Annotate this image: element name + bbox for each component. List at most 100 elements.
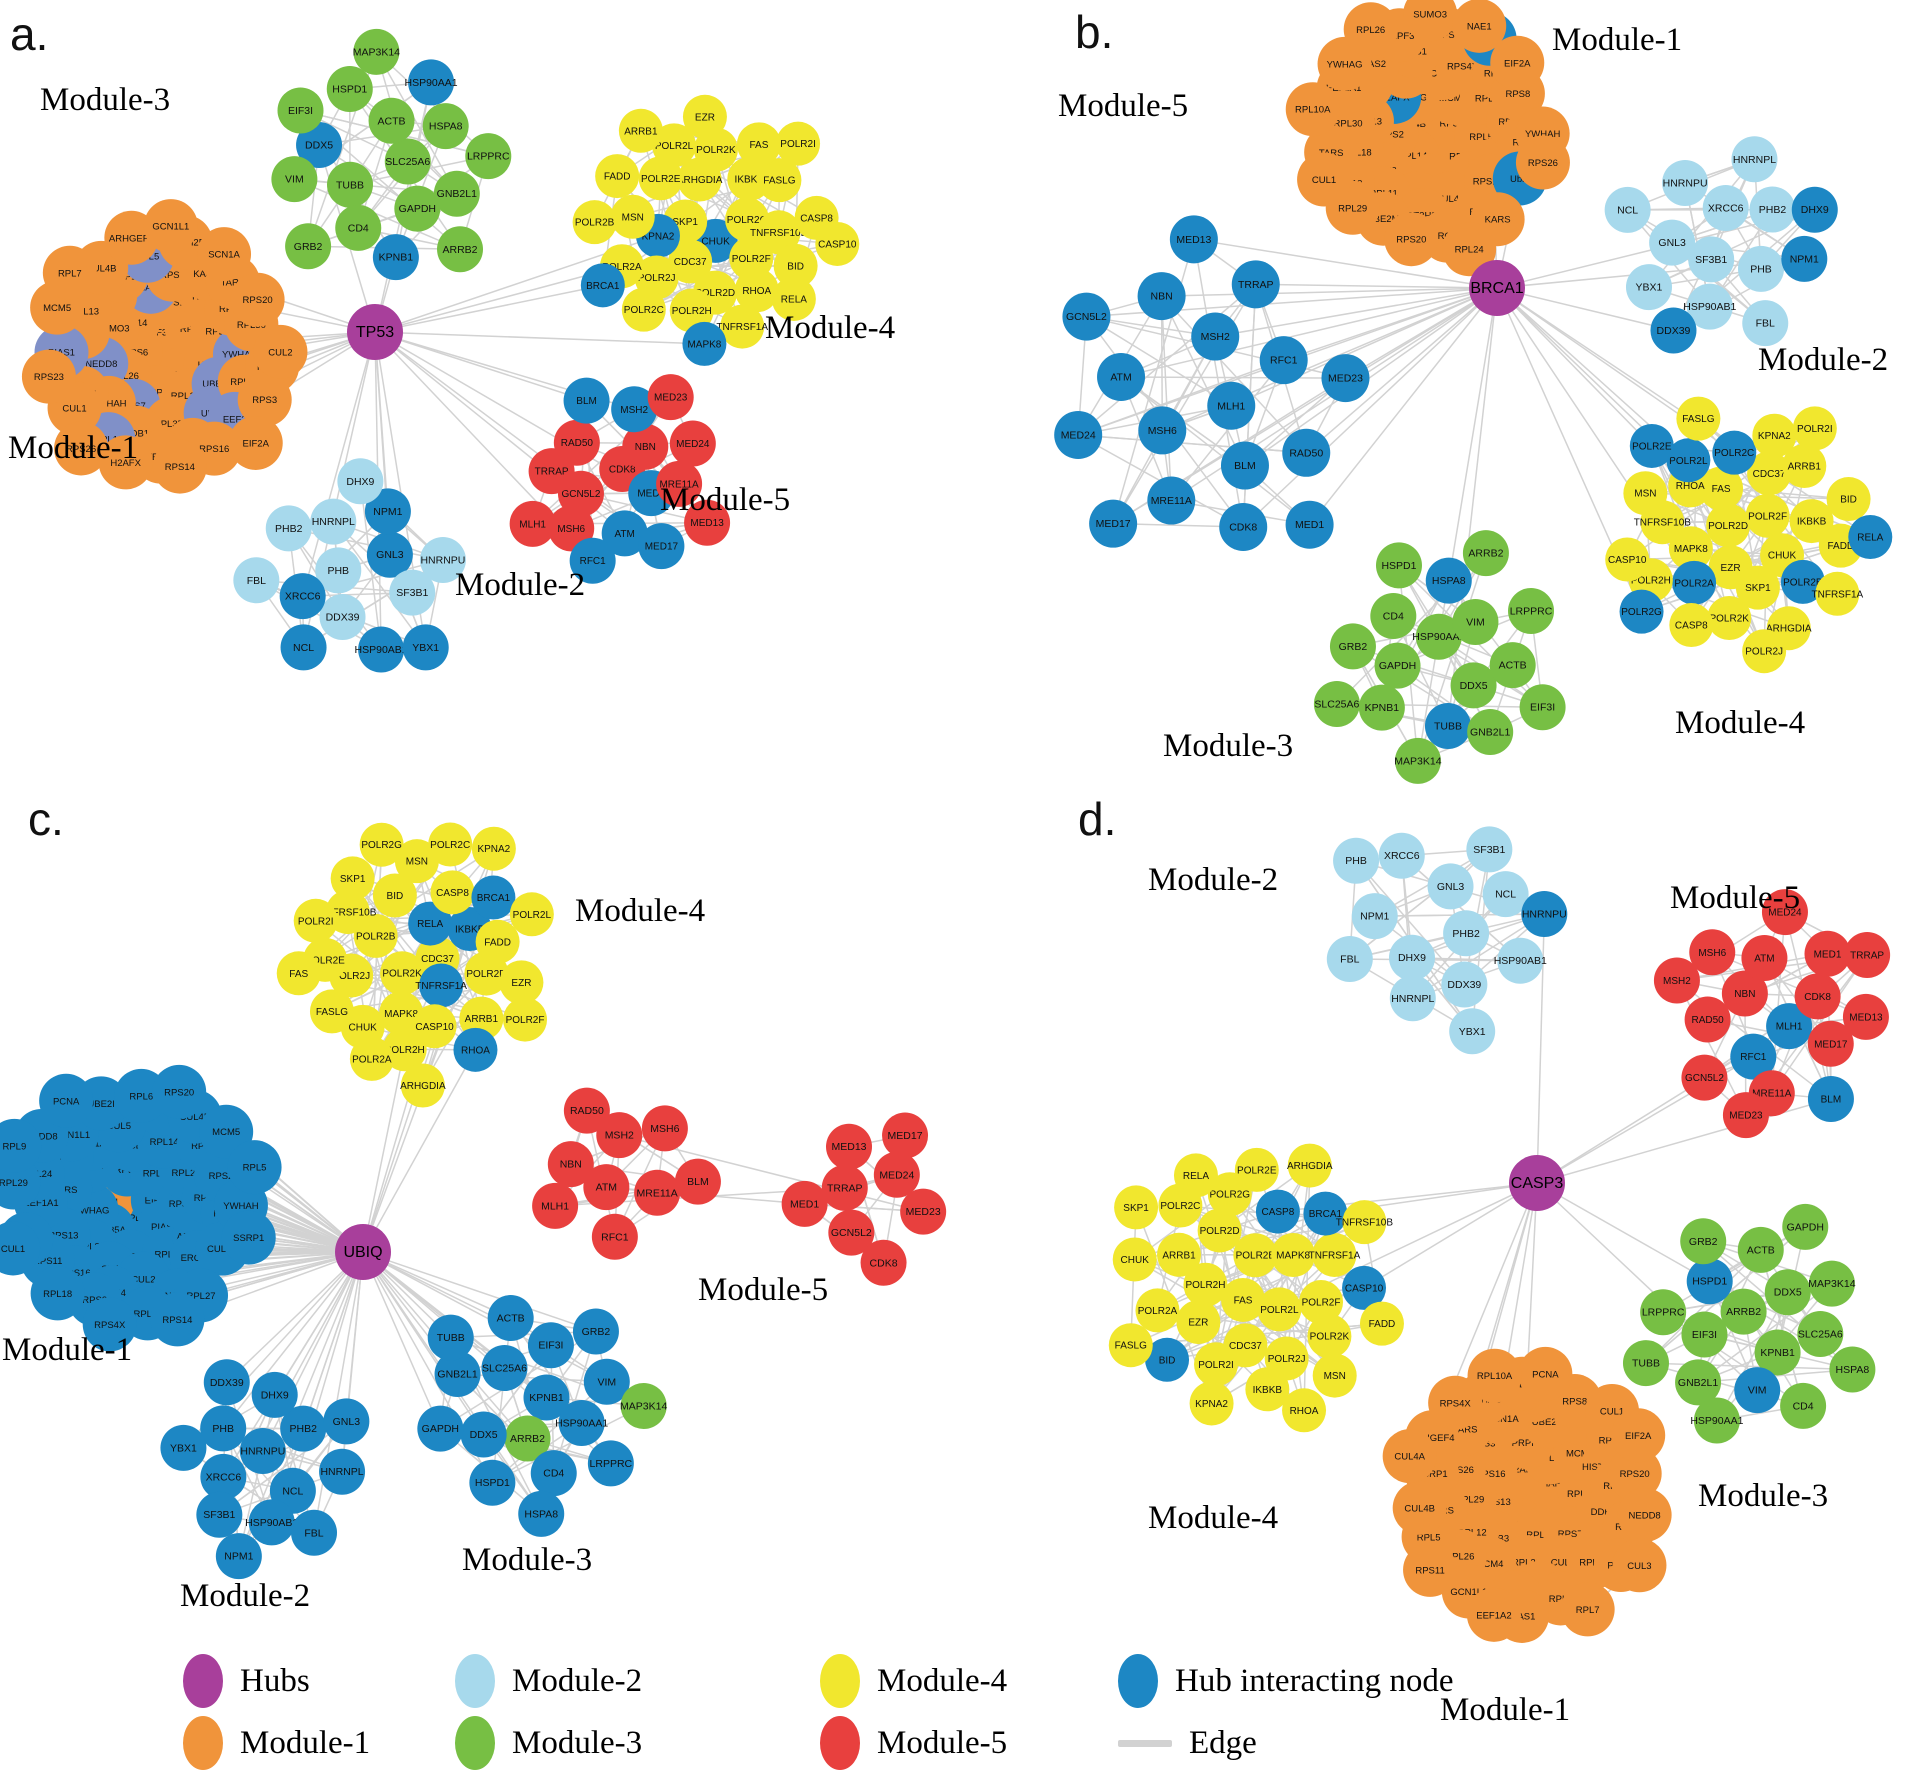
node-NCL: NCL: [1604, 186, 1651, 233]
panel-letter-c: c.: [28, 793, 64, 845]
node-RELA: RELA: [771, 276, 816, 321]
svg-text:SCN1A: SCN1A: [208, 250, 240, 261]
node-YBX1: YBX1: [402, 624, 449, 671]
svg-text:POLR2B: POLR2B: [1236, 1251, 1276, 1262]
svg-text:RPL18: RPL18: [43, 1289, 72, 1300]
svg-text:MRE11A: MRE11A: [659, 479, 699, 490]
node-CUL3: CUL3: [1612, 1538, 1667, 1593]
node-MSH6: MSH6: [1689, 929, 1736, 976]
node-HNRNPU: HNRNPU: [239, 1428, 286, 1475]
node-MED23: MED23: [1321, 354, 1370, 403]
svg-text:RPL7: RPL7: [58, 268, 82, 279]
svg-text:RPS11: RPS11: [33, 1256, 62, 1267]
cluster-d-module-1: RPS2YWHAHRPL31H2AFXRPL11RPS13RPL14RPL23R…: [1382, 1346, 1672, 1643]
svg-text:MED17: MED17: [645, 542, 679, 553]
node-PCNA: PCNA: [1518, 1346, 1573, 1401]
svg-text:KPNB1: KPNB1: [379, 252, 414, 264]
module-label: Module-1: [1440, 1692, 1570, 1728]
svg-text:POLR2F: POLR2F: [506, 1015, 545, 1026]
svg-text:HNRNPL: HNRNPL: [320, 1466, 363, 1478]
svg-text:RPL27: RPL27: [1512, 1558, 1541, 1569]
svg-text:RPS6: RPS6: [191, 1141, 216, 1152]
svg-text:CUL4B: CUL4B: [180, 1112, 211, 1123]
svg-text:FBL: FBL: [1756, 318, 1775, 330]
svg-text:RPL9: RPL9: [2, 1141, 26, 1152]
legend-item-edge: Edge: [1118, 1714, 1257, 1772]
node-SF3B1: SF3B1: [389, 569, 436, 616]
svg-text:RPS2: RPS2: [209, 1171, 234, 1182]
svg-text:RPS20: RPS20: [243, 295, 273, 306]
node-MSH6: MSH6: [1138, 406, 1187, 455]
legend-label: Module-3: [512, 1724, 643, 1761]
svg-text:RPL14: RPL14: [1398, 151, 1427, 162]
svg-text:GNB2L1: GNB2L1: [437, 1369, 477, 1381]
svg-text:HSPD1: HSPD1: [1381, 560, 1416, 572]
node-GAPDH: GAPDH: [1374, 642, 1421, 689]
svg-text:RPL11: RPL11: [133, 1309, 161, 1320]
svg-text:KPNA2: KPNA2: [1195, 1399, 1228, 1410]
node-CDK8: CDK8: [860, 1239, 907, 1286]
node-GNL3: GNL3: [366, 531, 413, 578]
node-DDX39: DDX39: [319, 593, 366, 640]
node-MED1: MED1: [1285, 500, 1334, 549]
node-MED1: MED1: [1804, 930, 1851, 977]
svg-text:ARHGEF4: ARHGEF4: [109, 233, 154, 244]
cluster-d-module-4: FAS POLR2B POLR2L POLR2H MAPK8 CDC37 POLR2D POL…: [1108, 1143, 1404, 1433]
node-POLR2L: POLR2L: [652, 123, 697, 168]
svg-text:FBL: FBL: [1340, 953, 1359, 965]
svg-text:DDX5: DDX5: [305, 140, 333, 152]
svg-text:CDK8: CDK8: [1804, 992, 1831, 1003]
svg-text:MLH1: MLH1: [519, 519, 546, 530]
svg-text:GRB2: GRB2: [582, 1326, 611, 1338]
cluster-d-module-3: ARRB2 KPNB1 EIF3I DDX5 VIM HSPD1 SLC25A6 GNB2L1…: [1622, 1203, 1876, 1444]
node-GNL3: GNL3: [1649, 219, 1696, 266]
svg-text:RPL5: RPL5: [243, 1163, 267, 1174]
node-POLR2I: POLR2I: [1792, 406, 1837, 451]
node-EIF2A: EIF2A: [1611, 1408, 1666, 1463]
svg-text:RPS14: RPS14: [165, 462, 195, 473]
hub-TP53: TP53: [347, 304, 403, 360]
svg-text:GNB2L1: GNB2L1: [1678, 1377, 1718, 1389]
svg-text:GCN5L2: GCN5L2: [562, 489, 601, 500]
svg-text:ARRB1: ARRB1: [465, 1014, 499, 1025]
svg-text:ARHGDIA: ARHGDIA: [400, 1081, 446, 1092]
svg-text:XRCC6: XRCC6: [285, 591, 321, 603]
svg-text:POLR2F: POLR2F: [1302, 1298, 1341, 1309]
node-HSP90AB1: HSP90AB1: [355, 626, 408, 673]
svg-text:RPS26: RPS26: [1528, 158, 1558, 169]
svg-text:YBX1: YBX1: [412, 642, 439, 654]
node-POLR2L: POLR2L: [509, 892, 554, 937]
svg-text:POLR2H: POLR2H: [1631, 576, 1671, 587]
node-MLH1: MLH1: [532, 1182, 579, 1229]
svg-text:POLR2D: POLR2D: [1708, 521, 1748, 532]
svg-text:POLR2E: POLR2E: [641, 174, 681, 185]
panel-d: PHB2 DHX9 GNL3 DDX39 NPM1 NCL HNRNPL XRCC6 HSP90…: [1078, 793, 1891, 1728]
svg-text:IKBKB: IKBKB: [455, 925, 485, 936]
svg-text:PIAS1: PIAS1: [1508, 1611, 1535, 1622]
node-MED23: MED23: [647, 374, 694, 421]
svg-text:RPS2: RPS2: [160, 270, 185, 281]
svg-text:RPL30: RPL30: [76, 1242, 105, 1253]
node-CUL4B: CUL4B: [1392, 1480, 1447, 1535]
panel-letter-b: b.: [1075, 6, 1113, 58]
svg-text:BID: BID: [787, 261, 804, 272]
svg-text:CUL4A: CUL4A: [1435, 194, 1466, 205]
svg-text:MCM4: MCM4: [1475, 1559, 1503, 1570]
svg-text:POLR2K: POLR2K: [1310, 1332, 1350, 1343]
svg-text:RAD50: RAD50: [561, 438, 594, 449]
svg-text:DDX39: DDX39: [326, 611, 360, 623]
node-YBX1: YBX1: [1625, 264, 1672, 311]
node-GRB2: GRB2: [572, 1308, 619, 1355]
legend-item-module-1: Module-1: [183, 1714, 370, 1772]
svg-text:CUL1: CUL1: [62, 403, 86, 414]
node-NAE1: NAE1: [1452, 0, 1507, 53]
node-SLC25A6: SLC25A6: [481, 1345, 528, 1392]
module-label: Module-5: [1058, 88, 1188, 124]
svg-text:PHB: PHB: [212, 1423, 234, 1435]
node-RPS3: RPS3: [237, 372, 292, 427]
svg-text:HNRNPL: HNRNPL: [1391, 993, 1434, 1005]
svg-text:RPS11: RPS11: [1415, 1565, 1444, 1576]
svg-text:CDK8: CDK8: [609, 465, 636, 476]
svg-text:RPS4X: RPS4X: [94, 1320, 126, 1331]
node-RHOA: RHOA: [1282, 1388, 1327, 1433]
